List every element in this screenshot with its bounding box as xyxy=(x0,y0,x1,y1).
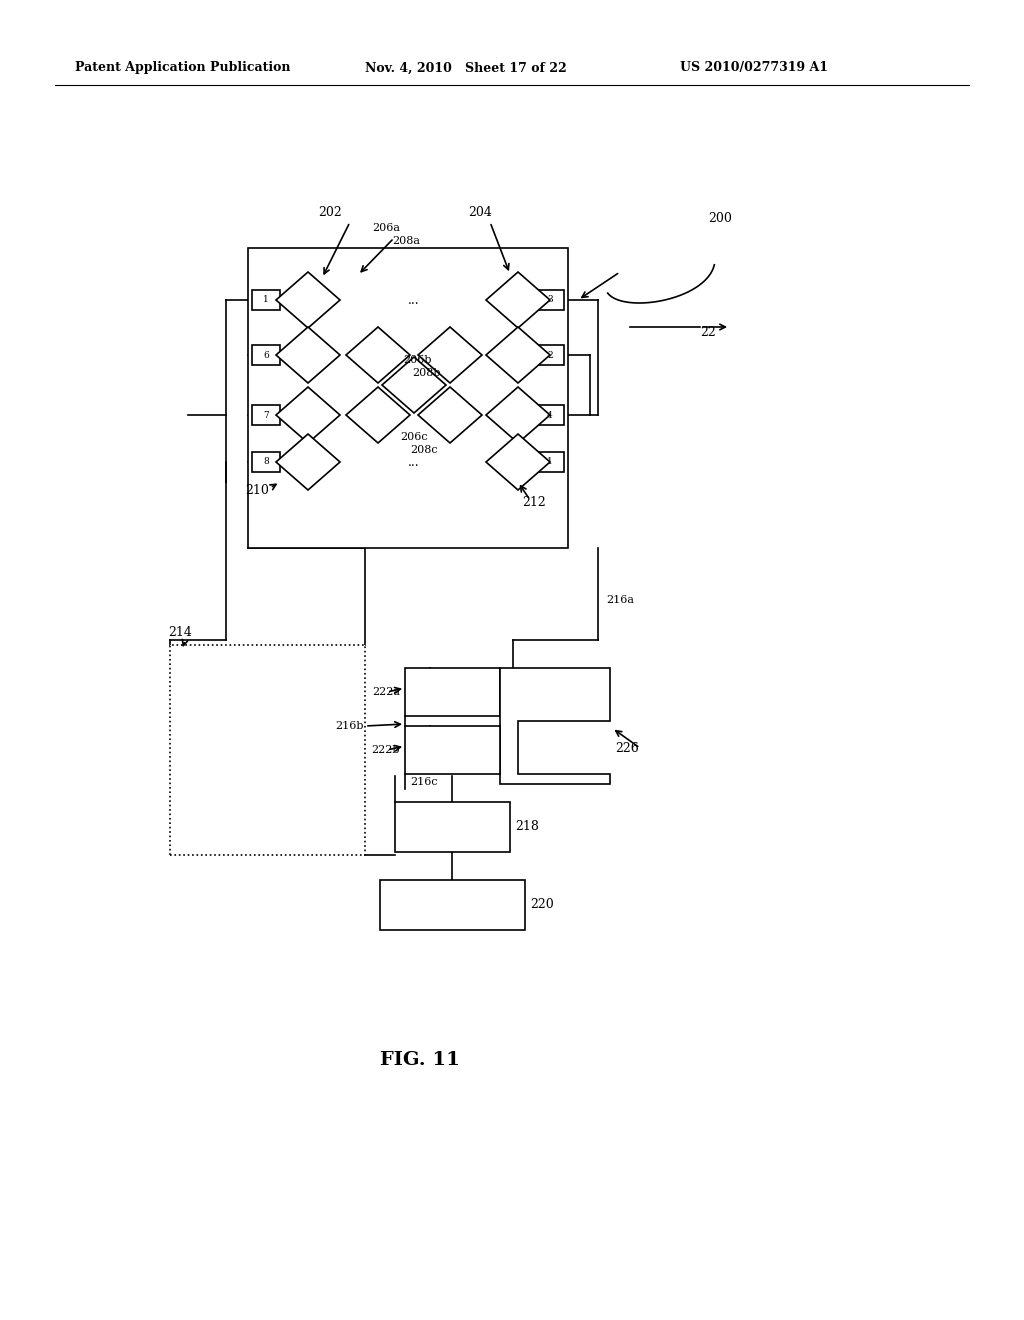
Text: 202: 202 xyxy=(318,206,342,219)
Text: 1: 1 xyxy=(263,296,269,305)
Bar xyxy=(406,668,500,715)
Text: 216c: 216c xyxy=(410,777,437,787)
Bar xyxy=(170,645,365,855)
Polygon shape xyxy=(486,387,550,444)
Bar xyxy=(536,290,564,310)
Text: 220: 220 xyxy=(530,899,554,912)
Text: 208c: 208c xyxy=(410,445,437,455)
Text: 218: 218 xyxy=(515,821,539,833)
Polygon shape xyxy=(276,387,340,444)
Text: 4: 4 xyxy=(547,411,553,420)
Text: 212: 212 xyxy=(522,496,546,510)
Text: FIG. 11: FIG. 11 xyxy=(380,1051,460,1069)
Text: 206c: 206c xyxy=(400,432,428,442)
Text: 210: 210 xyxy=(245,483,269,496)
Polygon shape xyxy=(486,272,550,327)
Text: 206a: 206a xyxy=(372,223,400,234)
Text: 6: 6 xyxy=(263,351,269,359)
Text: 200: 200 xyxy=(708,211,732,224)
Text: Nov. 4, 2010   Sheet 17 of 22: Nov. 4, 2010 Sheet 17 of 22 xyxy=(365,62,566,74)
Text: 1: 1 xyxy=(547,458,553,466)
Text: 2: 2 xyxy=(547,351,553,359)
Text: ...: ... xyxy=(409,293,420,306)
Text: 208a: 208a xyxy=(392,236,420,246)
Text: 208b: 208b xyxy=(412,368,440,378)
Text: 216b: 216b xyxy=(335,721,364,731)
Bar xyxy=(536,345,564,366)
Text: 7: 7 xyxy=(263,411,269,420)
Text: 206b: 206b xyxy=(403,355,431,366)
Text: ...: ... xyxy=(409,455,420,469)
Bar xyxy=(536,451,564,473)
Polygon shape xyxy=(486,327,550,383)
Text: Patent Application Publication: Patent Application Publication xyxy=(75,62,291,74)
Bar xyxy=(406,726,500,774)
Bar xyxy=(252,405,280,425)
Text: 222b: 222b xyxy=(372,744,400,755)
Polygon shape xyxy=(346,327,410,383)
Text: 214: 214 xyxy=(168,627,191,639)
Bar xyxy=(395,803,510,851)
Bar xyxy=(252,290,280,310)
Polygon shape xyxy=(500,668,610,784)
Text: US 2010/0277319 A1: US 2010/0277319 A1 xyxy=(680,62,828,74)
Text: 8: 8 xyxy=(263,458,269,466)
Bar xyxy=(380,880,525,931)
Polygon shape xyxy=(418,387,482,444)
Text: 222a: 222a xyxy=(372,686,400,697)
Bar xyxy=(536,405,564,425)
Text: 216a: 216a xyxy=(606,595,634,605)
Polygon shape xyxy=(276,327,340,383)
Bar xyxy=(248,248,568,548)
Polygon shape xyxy=(276,434,340,490)
Text: 226: 226 xyxy=(615,742,639,755)
Polygon shape xyxy=(346,387,410,444)
Polygon shape xyxy=(418,327,482,383)
Polygon shape xyxy=(382,356,446,413)
Text: 22: 22 xyxy=(700,326,716,339)
Text: 3: 3 xyxy=(547,296,553,305)
Bar xyxy=(252,451,280,473)
Polygon shape xyxy=(486,434,550,490)
Text: 204: 204 xyxy=(468,206,492,219)
Bar xyxy=(252,345,280,366)
Polygon shape xyxy=(276,272,340,327)
